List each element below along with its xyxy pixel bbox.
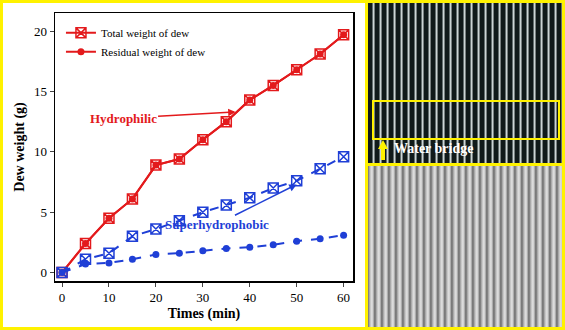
svg-text:10: 10 [34, 144, 47, 159]
svg-text:50: 50 [290, 290, 303, 305]
svg-text:Times (min): Times (min) [168, 306, 241, 322]
svg-text:Total weight of dew: Total weight of dew [101, 27, 189, 39]
svg-text:Superhydrophobic: Superhydrophobic [165, 217, 269, 232]
svg-text:5: 5 [40, 205, 47, 220]
svg-text:Dew weight (g): Dew weight (g) [12, 102, 28, 192]
svg-text:15: 15 [34, 84, 47, 99]
svg-text:60: 60 [337, 290, 350, 305]
svg-text:40: 40 [243, 290, 256, 305]
svg-text:0: 0 [59, 290, 66, 305]
svg-text:20: 20 [34, 24, 47, 39]
svg-text:Residual weight of dew: Residual weight of dew [101, 46, 205, 58]
svg-text:30: 30 [196, 290, 209, 305]
svg-text:0: 0 [40, 265, 47, 280]
svg-text:20: 20 [149, 290, 162, 305]
svg-text:10: 10 [102, 290, 115, 305]
html-text:Water bridge: Water bridge [394, 141, 474, 156]
svg-text:Hydrophilic: Hydrophilic [90, 111, 157, 126]
